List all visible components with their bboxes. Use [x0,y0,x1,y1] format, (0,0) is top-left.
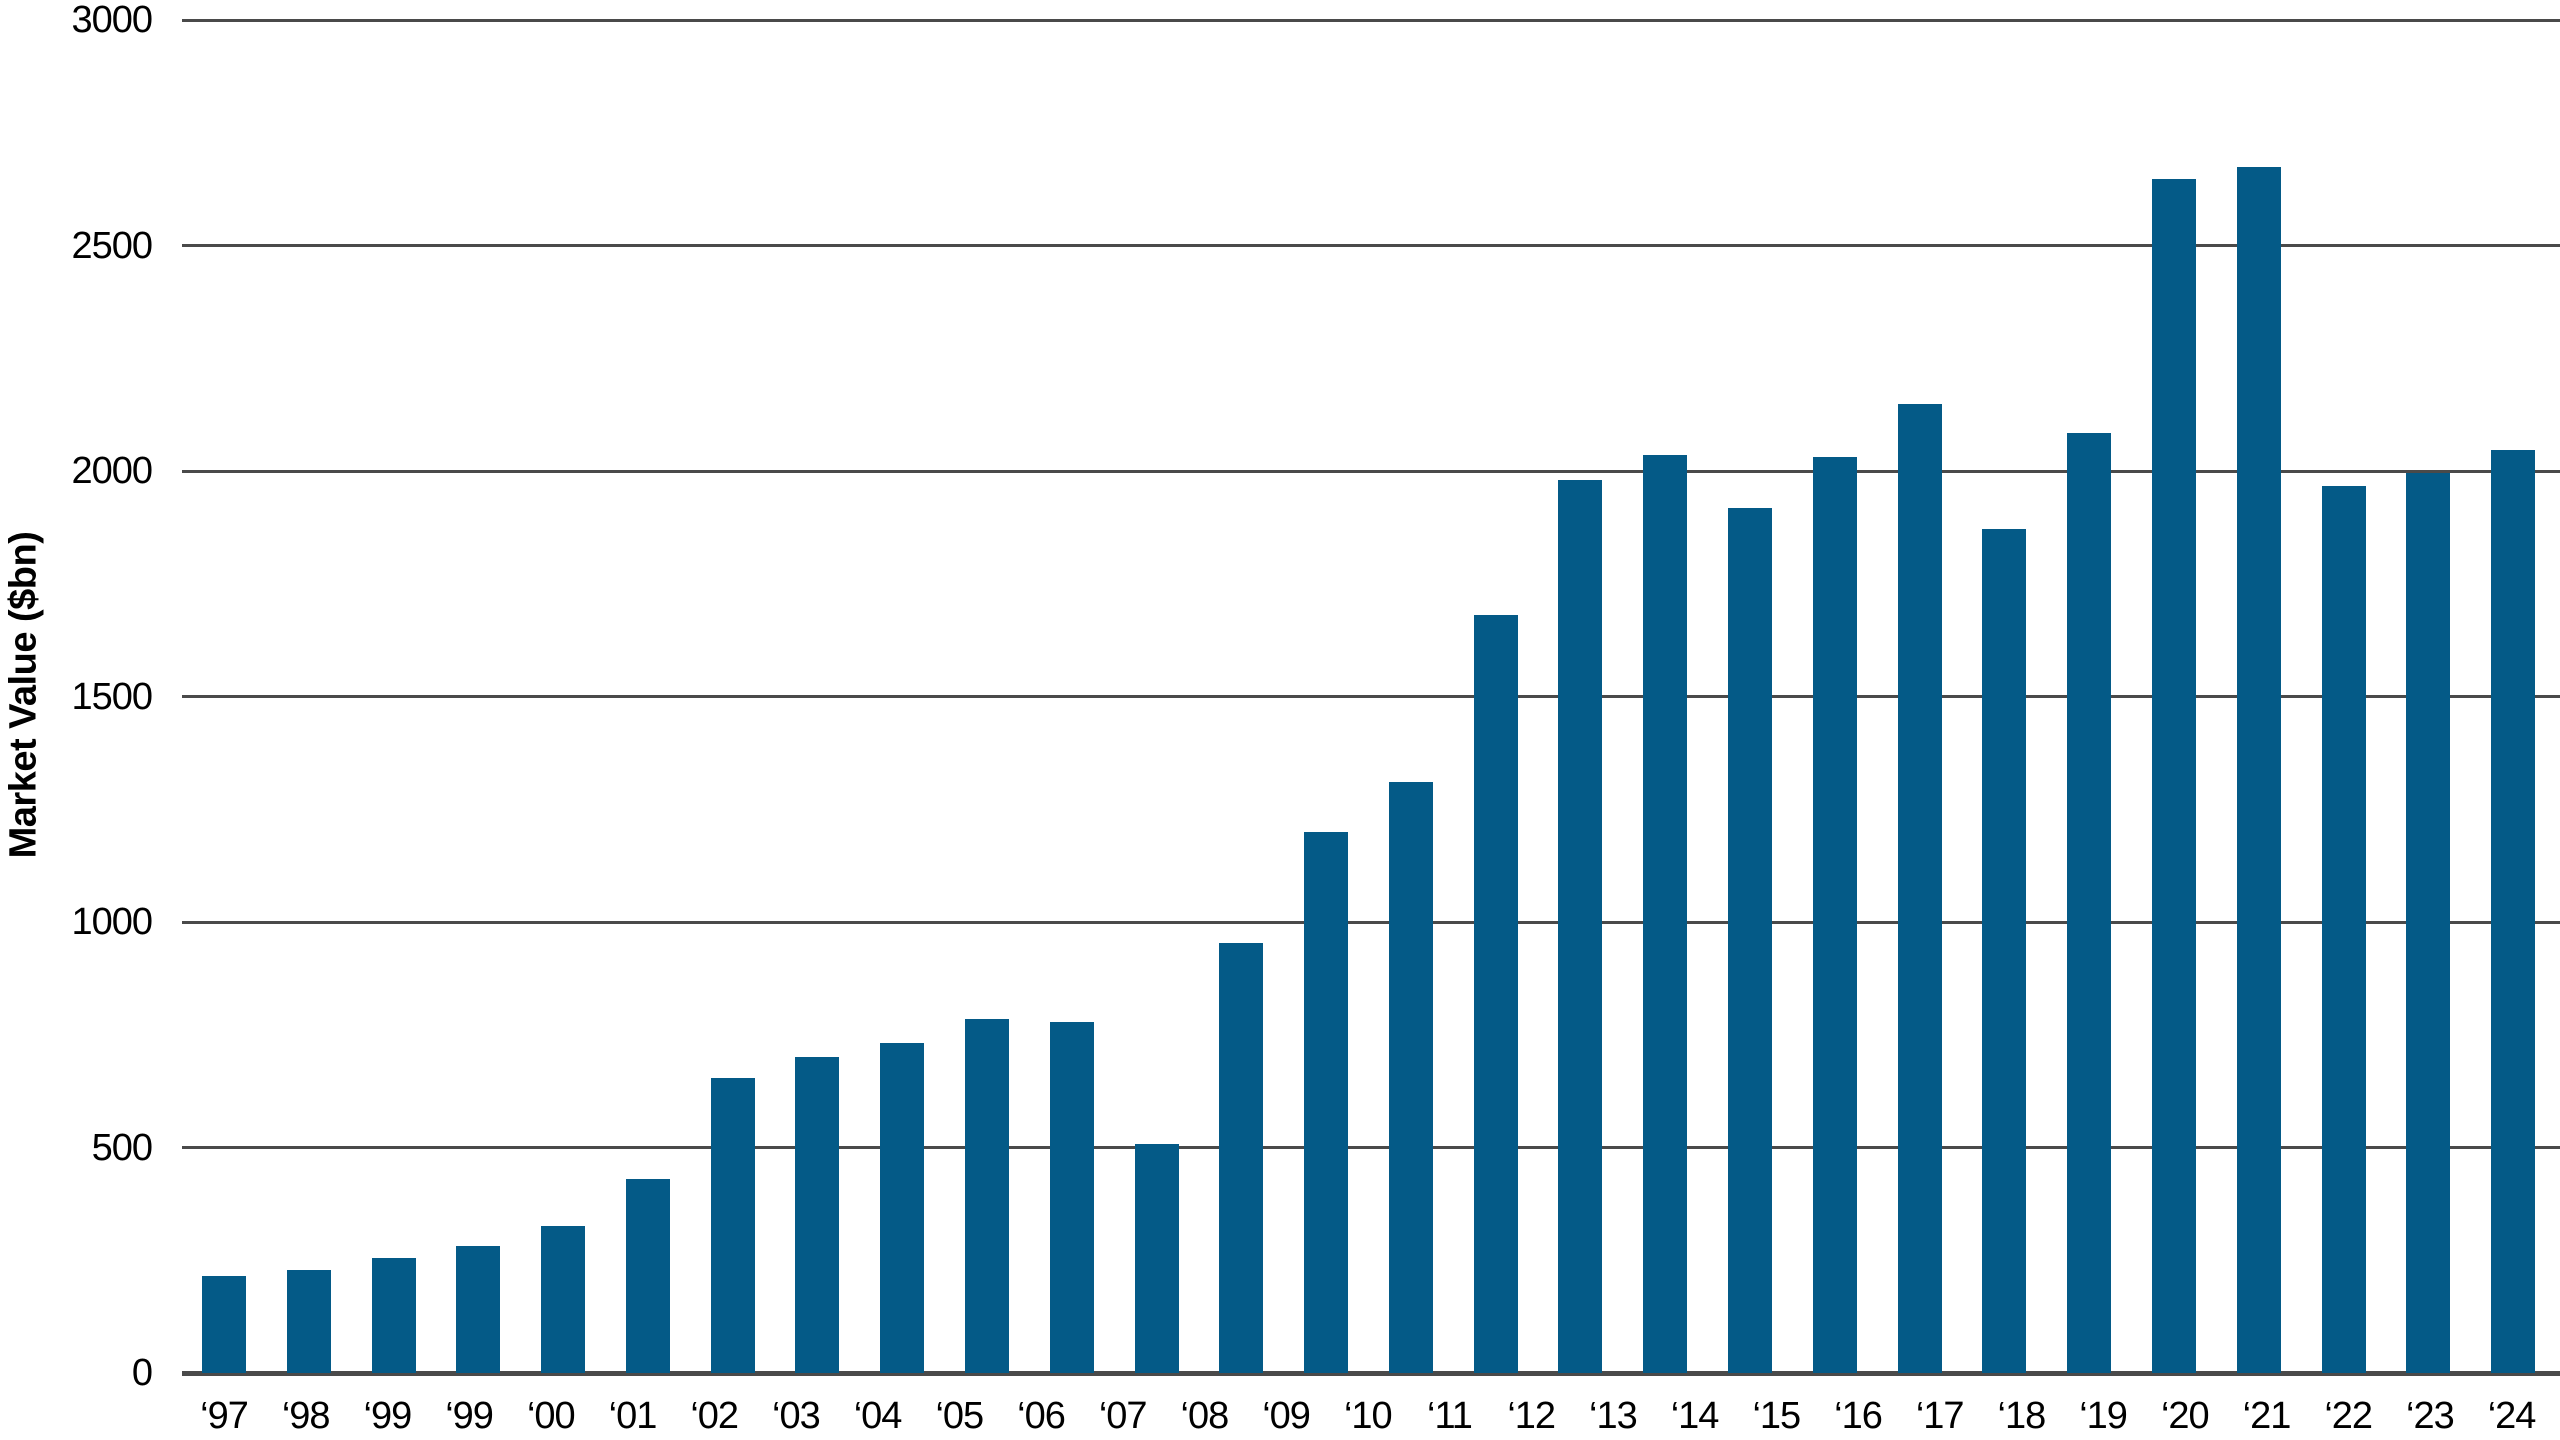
x-tick-label: ‘15 [1752,1395,1801,1437]
bar [1558,479,1603,1373]
bar [965,1018,1010,1373]
bar [795,1057,840,1373]
y-tick-label-1000: 1000 [71,901,153,943]
x-tick-label: ‘02 [690,1395,739,1437]
gridline-1000 [182,920,2560,924]
x-tick-label: ‘16 [1834,1395,1883,1437]
bar [456,1246,501,1373]
bar [2406,473,2451,1373]
bar [880,1043,925,1373]
bar [625,1179,670,1373]
x-tick-label: ‘13 [1589,1395,1638,1437]
bar [1812,457,1857,1373]
x-tick-label: ‘09 [1262,1395,1311,1437]
x-tick-label: ‘97 [200,1395,249,1437]
bar [1643,455,1688,1373]
y-tick-label-2000: 2000 [71,450,153,492]
bar [2067,432,2112,1373]
x-tick-label: ‘14 [1670,1395,1720,1437]
x-tick-label: ‘21 [2242,1395,2292,1437]
gridline-2000 [182,469,2560,473]
bar [541,1225,586,1373]
x-tick-label: ‘03 [772,1395,821,1437]
bar [2236,166,2281,1373]
bar [1897,403,1942,1373]
x-tick-label: ‘01 [608,1395,658,1437]
bar [2151,178,2196,1373]
bar [710,1078,755,1373]
bar [2491,450,2536,1373]
bar [1388,781,1433,1373]
x-tick-label: ‘98 [281,1395,331,1437]
x-tick-label: ‘05 [935,1395,984,1437]
x-tick-label: ‘10 [1343,1395,1393,1437]
bar [371,1257,416,1373]
bar [1728,507,1773,1373]
bar [1982,528,2027,1373]
x-tick-label: ‘20 [2160,1395,2210,1437]
y-tick-label-0: 0 [131,1352,153,1394]
x-tick-label: ‘08 [1180,1395,1230,1437]
bar [1134,1144,1179,1373]
bar [286,1270,331,1373]
bar [1304,831,1349,1373]
x-tick-label: ‘07 [1098,1395,1148,1437]
bar [1219,943,1264,1373]
y-tick-label-1500: 1500 [71,675,153,718]
bar [1049,1021,1094,1373]
x-axis-line [182,1371,2560,1376]
x-tick-label: ‘11 [1427,1395,1473,1437]
y-tick-label-500: 500 [91,1126,153,1169]
x-tick-label: ‘06 [1017,1395,1066,1437]
x-tick-label: ‘18 [1997,1395,2047,1437]
gridline-1500 [182,695,2560,698]
gridline-3000 [182,18,2560,22]
y-tick-label-2500: 2500 [71,224,153,267]
gridline-2500 [182,244,2560,247]
x-tick-label: ‘04 [853,1395,903,1437]
x-tick-label: ‘00 [526,1395,576,1437]
bar [1473,614,1518,1373]
y-tick-label-3000: 3000 [71,0,153,41]
x-tick-label: ‘12 [1507,1395,1556,1437]
bar [2321,485,2366,1373]
x-tick-label: ‘99 [445,1395,494,1437]
x-tick-label: ‘22 [2324,1395,2373,1437]
x-tick-label: ‘19 [2079,1395,2128,1437]
bar [202,1276,246,1373]
gridline-500 [182,1146,2560,1149]
x-tick-label: ‘17 [1915,1395,1965,1437]
x-tick-label: ‘23 [2406,1395,2455,1437]
x-tick-label: ‘24 [2487,1395,2537,1437]
x-tick-label: ‘99 [363,1395,413,1437]
